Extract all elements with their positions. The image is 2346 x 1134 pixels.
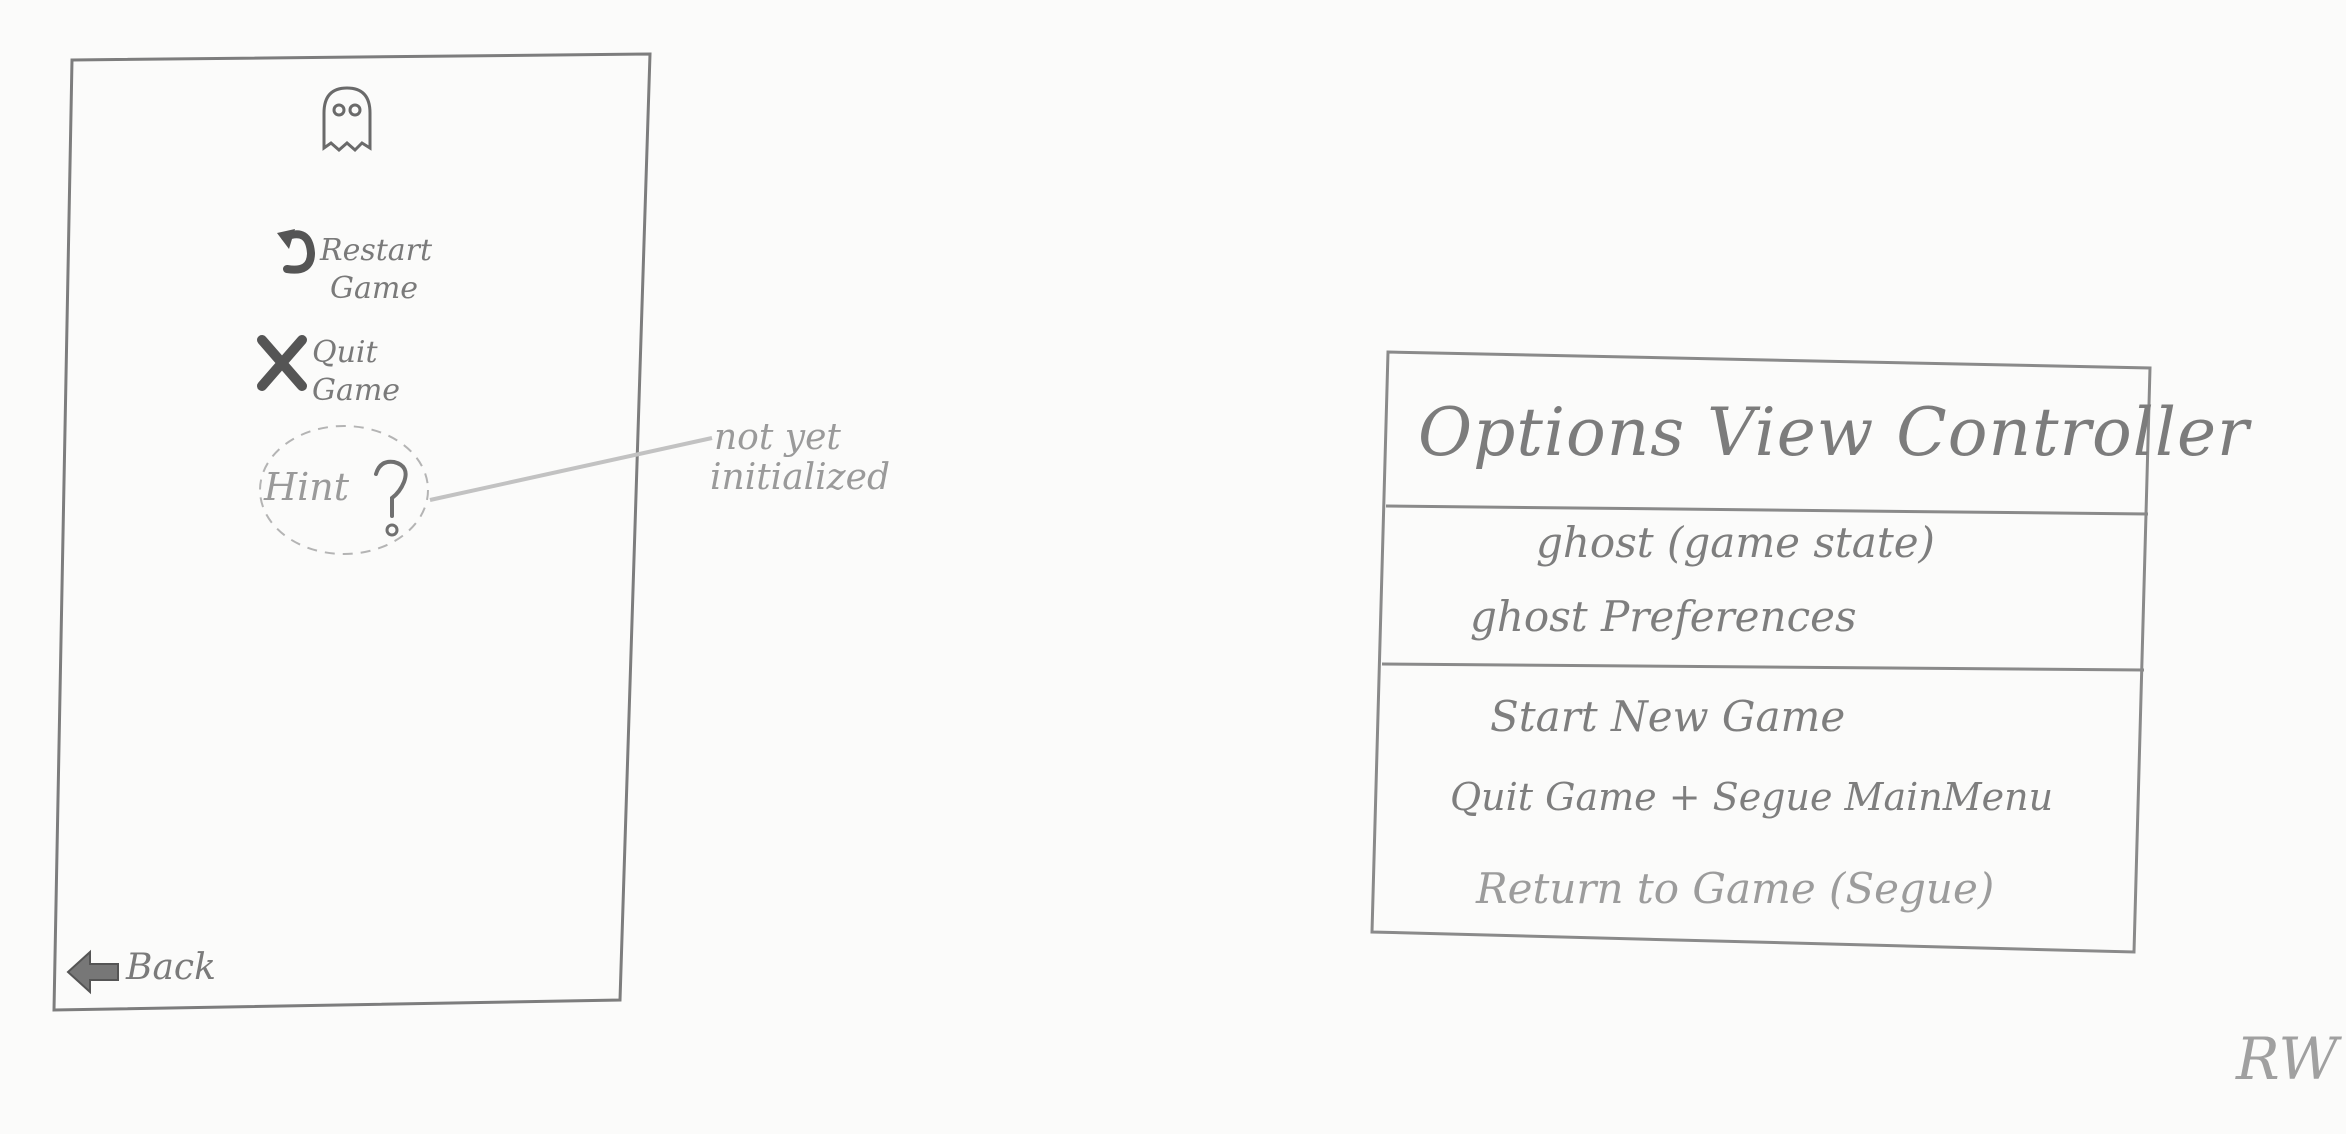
hint-dashed-circle	[259, 425, 429, 555]
back-label: Back	[126, 947, 216, 988]
uml-method-quit-game: Quit Game + Segue MainMenu	[1450, 775, 2054, 819]
quit-label-line-2: Game	[312, 373, 401, 408]
question-mark-icon	[374, 459, 408, 537]
uml-method-return-to-game: Return to Game (Segue)	[1476, 864, 1995, 913]
signature: RW	[2236, 1025, 2339, 1093]
hint-label: Hint	[264, 465, 350, 509]
back-button[interactable]: Back	[126, 950, 216, 986]
back-arrow-icon	[66, 949, 119, 995]
uml-divider-2	[1381, 662, 2145, 672]
quit-label-line-1: Quit	[312, 335, 378, 370]
phone-frame	[52, 52, 652, 1012]
uml-box	[1370, 350, 2152, 954]
uml-divider-1	[1385, 504, 2149, 516]
annotation-line-1: not yet	[714, 417, 841, 458]
uml-property-ghost: ghost (game state)	[1536, 518, 1935, 567]
menu-item-quit[interactable]: Quit Game	[312, 334, 400, 410]
annotation-note: not yet initialized	[710, 418, 890, 498]
x-icon	[257, 335, 307, 391]
annotation-line-2: initialized	[710, 457, 890, 498]
restart-label-line-2: Game	[330, 271, 419, 306]
restart-arrow-icon	[277, 229, 316, 274]
uml-property-ghost-preferences: ghost Preferences	[1470, 592, 1857, 641]
restart-label-line-1: Restart	[320, 233, 433, 268]
menu-item-restart[interactable]: Restart Game	[320, 232, 432, 308]
ghost-icon	[322, 86, 372, 153]
annotation-connector	[429, 436, 713, 502]
uml-method-start-new-game: Start New Game	[1490, 692, 1846, 741]
menu-item-hint[interactable]: Hint	[264, 468, 349, 506]
uml-class-name: Options View Controller	[1418, 394, 2250, 471]
